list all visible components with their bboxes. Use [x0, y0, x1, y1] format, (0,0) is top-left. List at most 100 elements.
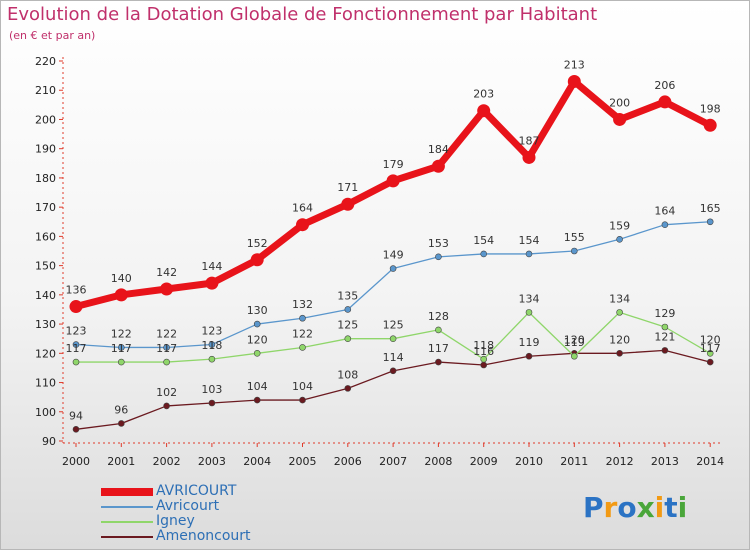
data-point [118, 344, 125, 351]
data-point [567, 74, 581, 88]
y-tick-label: 130 [35, 318, 56, 331]
data-label: 136 [66, 284, 87, 297]
data-point [706, 358, 714, 366]
data-label: 123 [201, 325, 222, 338]
data-label: 108 [337, 368, 358, 381]
data-point [163, 344, 170, 351]
data-point [114, 288, 128, 302]
data-label: 187 [519, 134, 540, 147]
data-point [616, 236, 623, 243]
data-label: 154 [519, 234, 540, 247]
data-point [435, 358, 442, 366]
data-point [435, 253, 442, 261]
x-tick-label: 2013 [651, 455, 679, 468]
data-label: 104 [292, 380, 313, 393]
data-label: 134 [519, 292, 540, 305]
data-point [658, 95, 672, 109]
data-point [525, 352, 533, 360]
data-label: 114 [383, 351, 404, 364]
data-point [525, 309, 533, 316]
y-tick-label: 120 [35, 347, 56, 360]
data-point [706, 218, 714, 226]
data-point [386, 174, 400, 188]
data-label: 203 [473, 88, 494, 101]
data-point [616, 350, 623, 357]
y-tick-label: 160 [35, 230, 56, 243]
data-point [296, 218, 309, 232]
x-tick-label: 2014 [696, 455, 724, 468]
data-label: 155 [564, 231, 585, 244]
data-point [703, 118, 717, 132]
data-label: 120 [247, 333, 268, 346]
data-point [160, 282, 174, 296]
data-point [435, 326, 442, 334]
data-label: 119 [564, 336, 585, 349]
data-point [480, 355, 488, 363]
data-label: 117 [156, 342, 177, 355]
data-point [72, 426, 80, 433]
y-tick-label: 100 [35, 406, 56, 419]
data-label: 125 [337, 319, 358, 332]
logo-letter: i [654, 491, 665, 524]
legend-swatch [101, 521, 153, 523]
data-point [570, 352, 578, 360]
x-tick-label: 2002 [153, 455, 181, 468]
data-label: 128 [428, 310, 449, 323]
legend-label: AVRICOURT [156, 483, 237, 499]
data-label: 198 [700, 102, 721, 115]
data-point [253, 350, 261, 357]
data-point [525, 250, 533, 258]
x-tick-label: 2011 [560, 455, 588, 468]
logo-letter: i [677, 491, 688, 524]
x-tick-label: 2007 [379, 455, 407, 468]
data-point [72, 341, 80, 348]
data-label: 200 [609, 96, 630, 109]
logo-letter: o [617, 491, 637, 524]
data-label: 142 [156, 266, 177, 279]
data-label: 123 [66, 325, 87, 338]
y-tick-label: 170 [35, 201, 56, 214]
y-tick-label: 220 [35, 55, 56, 68]
data-label: 206 [654, 79, 675, 92]
data-point [299, 314, 306, 322]
proxiti-logo: Proxiti [583, 491, 687, 524]
data-point [389, 335, 397, 342]
data-point [344, 335, 352, 342]
legend-label: Avricourt [156, 498, 220, 514]
data-label: 116 [473, 345, 494, 358]
data-label: 154 [473, 234, 494, 247]
legend-swatch [101, 488, 153, 496]
data-label: 130 [247, 304, 268, 317]
data-label: 117 [428, 342, 449, 355]
data-label: 117 [111, 342, 132, 355]
data-point [661, 347, 669, 354]
x-tick-label: 2010 [515, 455, 543, 468]
data-label: 159 [609, 219, 630, 232]
data-point [344, 385, 352, 392]
data-label: 134 [609, 292, 630, 305]
data-label: 129 [654, 307, 675, 320]
x-tick-label: 2006 [334, 455, 362, 468]
x-tick-label: 2000 [62, 455, 90, 468]
y-tick-label: 180 [35, 172, 56, 185]
data-label: 122 [292, 327, 313, 340]
data-point [208, 341, 216, 348]
data-label: 117 [700, 342, 721, 355]
logo-letter: x [636, 491, 655, 524]
data-label: 120 [609, 333, 630, 346]
data-label: 125 [383, 319, 404, 332]
data-label: 122 [111, 327, 132, 340]
data-label: 118 [201, 339, 222, 352]
logo-letter: P [583, 491, 604, 524]
data-point [299, 396, 306, 404]
data-point [299, 344, 306, 351]
data-label: 118 [473, 339, 494, 352]
data-label: 96 [114, 403, 128, 416]
data-point [661, 221, 669, 228]
data-point [613, 112, 627, 126]
y-tick-label: 210 [35, 84, 56, 97]
x-tick-label: 2005 [289, 455, 317, 468]
data-point [570, 247, 578, 255]
